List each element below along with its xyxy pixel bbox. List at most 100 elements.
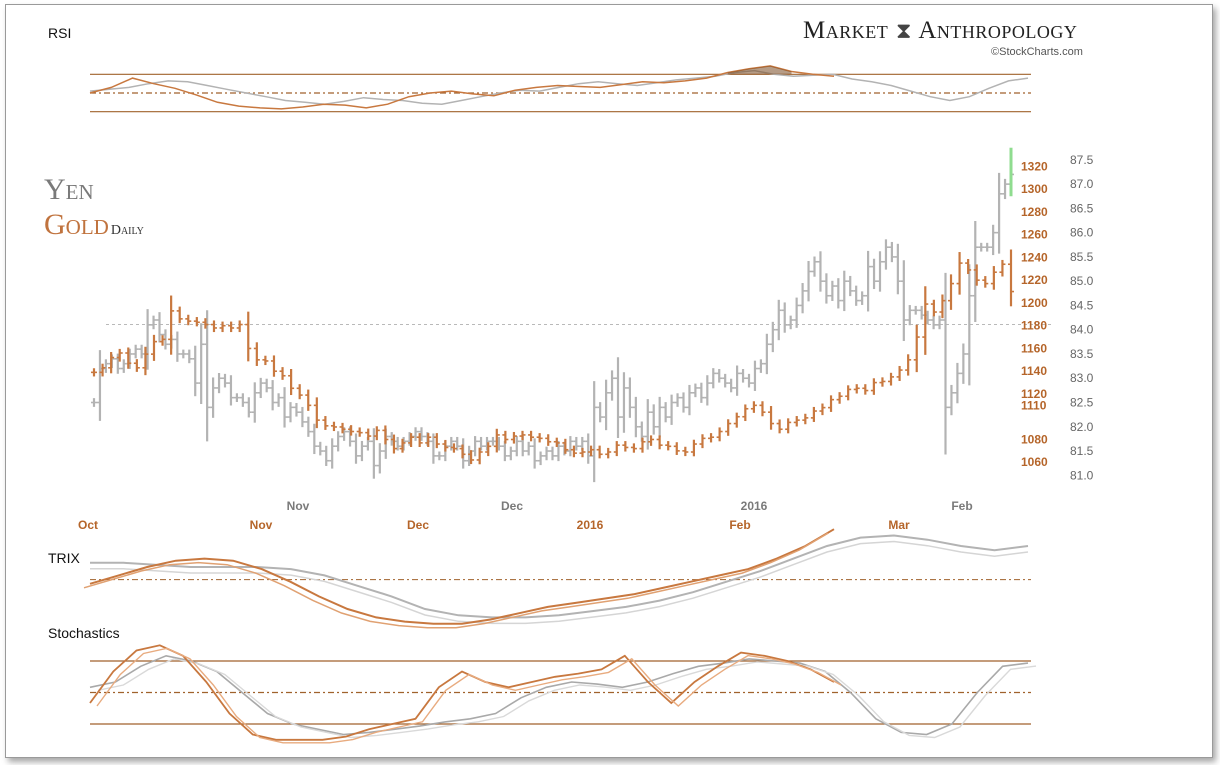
gold-bar <box>630 443 637 453</box>
yen-bar <box>650 404 657 435</box>
gold-axis-tick: 1060 <box>1021 455 1048 469</box>
yen-bar <box>960 343 967 384</box>
gold-bar <box>133 359 140 372</box>
yen-bar <box>871 258 878 290</box>
yen-bar <box>484 436 490 451</box>
yen-bar <box>204 310 211 442</box>
gold-x-tick: Oct <box>78 518 98 532</box>
gold-bar <box>168 295 175 355</box>
yen-bar <box>531 438 538 469</box>
stoch-gold-signal-line <box>96 647 842 744</box>
yen-bar <box>198 323 205 405</box>
yen-bar <box>591 381 598 483</box>
yen-bar <box>281 387 288 428</box>
gold-bar <box>348 425 355 436</box>
gold-bar <box>262 355 269 366</box>
yen-bar <box>793 297 800 328</box>
yen-bar <box>966 264 973 386</box>
brand-word-market: Market <box>803 17 889 44</box>
yen-bar <box>210 377 217 418</box>
gold-bar <box>605 447 612 459</box>
yen-bar <box>829 280 836 301</box>
yen-bar <box>936 315 943 330</box>
gold-axis-tick: 1220 <box>1021 273 1048 287</box>
gold-axis-tick: 1160 <box>1021 341 1047 355</box>
yen-axis-tick: 85.0 <box>1070 274 1094 288</box>
chart-canvas: 87.5 87.0 86.5 86.0 85.5 85.0 84.5 84.0 83.5 83.0… <box>78 65 1094 744</box>
gold-bar <box>125 347 132 369</box>
yen-axis-tick: 85.5 <box>1070 250 1094 264</box>
yen-bar <box>888 241 895 263</box>
yen-bar <box>489 436 496 446</box>
yen-bar <box>180 349 187 359</box>
yen-bar <box>620 372 627 433</box>
gold-bar <box>759 401 766 417</box>
gold-bar <box>185 314 192 326</box>
gold-bar <box>536 433 543 443</box>
yen-bar <box>990 224 997 256</box>
yen-bar <box>763 333 770 375</box>
yen-bar <box>132 344 139 359</box>
gold-bar <box>202 318 209 329</box>
gold-bar <box>450 443 457 453</box>
gold-axis-tick: 1300 <box>1021 182 1048 196</box>
gold-bar <box>819 403 826 416</box>
gold-bar <box>493 428 500 453</box>
yen-axis-tick: 87.0 <box>1070 177 1094 191</box>
gold-bar <box>519 430 526 441</box>
yen-axis-tick: 86.5 <box>1070 201 1094 215</box>
yen-bar <box>757 359 764 373</box>
yen-axis-tick: 84.5 <box>1070 298 1094 312</box>
yen-bar <box>138 344 145 359</box>
gold-bar <box>193 317 200 327</box>
yen-bar <box>269 380 276 411</box>
gold-bar <box>459 444 466 459</box>
gold-bar <box>699 434 706 449</box>
gold-bar <box>305 389 312 411</box>
gold-bar <box>836 392 843 404</box>
gold-bar <box>502 430 509 444</box>
yen-bar <box>305 416 312 437</box>
gold-axis-tick: 1120 <box>1021 387 1047 401</box>
gold-bar <box>322 416 329 430</box>
yen-bar <box>680 392 687 413</box>
yen-bar <box>472 436 479 457</box>
gold-bar <box>999 259 1006 277</box>
gold-bar <box>862 384 869 395</box>
yen-bar <box>668 394 675 425</box>
yen-axis-tick: 86.0 <box>1070 226 1094 240</box>
gold-x-tick: Feb <box>729 518 750 532</box>
gold-x-tick: Nov <box>250 518 273 532</box>
yen-bar <box>513 436 520 457</box>
yen-bar <box>847 275 854 297</box>
yen-bar <box>120 359 127 373</box>
stochastics-label: Stochastics <box>48 625 120 641</box>
stoch-gold-line <box>89 644 835 741</box>
yen-bar <box>644 399 651 450</box>
yen-bar <box>216 372 223 394</box>
yen-bar <box>626 377 633 418</box>
chart-frame: 87.5 87.0 86.5 86.0 85.5 85.0 84.5 84.0 83.5 83.0… <box>5 4 1213 758</box>
yen-bar <box>567 436 574 457</box>
yen-bar <box>811 256 818 277</box>
dna-icon: ⧗ <box>896 18 912 43</box>
gold-bar <box>468 450 475 465</box>
yen-bar <box>537 451 544 466</box>
yen-bar <box>805 260 812 302</box>
stoch-yen-line <box>89 654 1029 736</box>
yen-axis-tick: 82.5 <box>1070 396 1094 410</box>
yen-bar <box>394 436 401 451</box>
copyright-text: ©StockCharts.com <box>991 46 1083 58</box>
yen-bar <box>942 272 949 455</box>
yen-bar <box>984 242 991 252</box>
gold-bar <box>982 276 989 288</box>
gold-bar <box>99 363 106 377</box>
yen-bar <box>412 427 419 441</box>
yen-bar <box>376 443 383 474</box>
yen-bar <box>311 423 318 455</box>
yen-bar <box>728 378 735 393</box>
gold-bar <box>673 442 680 455</box>
yen-bar <box>900 260 907 341</box>
gold-bar <box>725 419 732 436</box>
gold-bar <box>810 406 817 422</box>
